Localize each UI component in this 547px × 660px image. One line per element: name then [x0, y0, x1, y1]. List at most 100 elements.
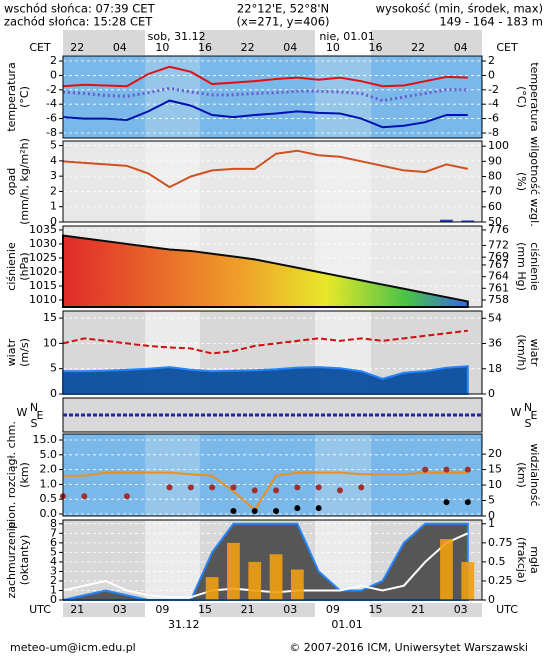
dot: [273, 487, 280, 494]
y-tick-label: 2: [50, 54, 57, 67]
day-label: sob, 31.12: [148, 30, 206, 43]
y2-axis-label: (°C): [515, 86, 528, 108]
y-axis-label: pion. rozciągł. chm.: [5, 421, 18, 529]
y2-axis-label: ciśnienie: [528, 242, 541, 291]
y-tick-label: 10: [43, 336, 57, 349]
y2-tick-label: 15: [488, 463, 502, 476]
daylight-band: [315, 603, 371, 617]
y-axis-label: (hPa): [18, 252, 31, 280]
y-tick-label: -4: [46, 97, 57, 110]
cet-tick-label: 10: [155, 41, 169, 54]
utc-tick-label: 15: [368, 603, 382, 616]
daylight-band: [315, 30, 371, 55]
y2-tick-label: 758: [488, 293, 509, 306]
y2-tick-label: 0.75: [488, 536, 513, 549]
y2-axis-label: (%): [515, 172, 528, 191]
y2-axis-label: (mm Hg): [515, 242, 528, 291]
compass: E: [531, 409, 538, 422]
utc-tick-label: 15: [198, 603, 212, 616]
area: [62, 522, 469, 601]
compass: E: [37, 409, 44, 422]
y2-axis-label: wilgotność wzgl.: [528, 136, 541, 226]
dot: [422, 466, 429, 473]
dot: [464, 466, 471, 473]
y2-tick-label: -8: [488, 126, 499, 139]
y-tick-label: 15: [43, 311, 57, 324]
y-tick-label: -2: [46, 83, 57, 96]
panel-frame: [62, 433, 483, 517]
cet-tick-label: 22: [70, 41, 84, 54]
utc-label: UTC: [29, 603, 51, 616]
panel-frame: [62, 519, 483, 601]
bar: [227, 542, 240, 600]
y-tick-label: 3: [50, 169, 57, 182]
bar: [461, 561, 475, 600]
utc-tick-label: 21: [411, 603, 425, 616]
dot: [464, 499, 471, 506]
utc-label: UTC: [496, 603, 518, 616]
day-label: 31.12: [168, 618, 200, 631]
utc-tick-label: 03: [113, 603, 127, 616]
y2-axis-label: (km/h): [515, 334, 528, 370]
y-tick-label: 5: [50, 362, 57, 375]
panel: [59, 519, 486, 601]
y-tick-label: 8: [50, 517, 57, 530]
y2-tick-label: 80: [488, 169, 502, 182]
panel-bg: [63, 141, 482, 222]
bar: [205, 577, 219, 600]
line: [62, 329, 468, 355]
daylight-band: [145, 56, 200, 138]
y-axis-label: (m/s): [18, 338, 31, 367]
y2-tick-label: 772: [488, 238, 509, 251]
y2-tick-label: 20: [488, 447, 502, 460]
panel-frame: [62, 225, 483, 308]
cet-tick-label: 04: [113, 41, 127, 54]
y2-tick-label: 776: [488, 223, 509, 236]
dot: [251, 487, 258, 494]
daylight-band: [145, 141, 200, 222]
y-tick-label: 7: [50, 526, 57, 539]
utc-tick-label: 03: [454, 603, 468, 616]
grid-point: (x=271, y=406): [236, 15, 329, 29]
y-axis-label: opad: [5, 168, 18, 195]
y-axis-label: (°C): [18, 86, 31, 108]
panel: [59, 225, 486, 308]
y-tick-label: 4: [50, 555, 57, 568]
panel: [59, 310, 486, 395]
cet-tick-label: 04: [454, 41, 468, 54]
utc-tick-label: 03: [283, 603, 297, 616]
y2-axis-label: widzialność: [528, 443, 541, 506]
bar: [440, 219, 453, 222]
y-axis-label: ciśnienie: [5, 242, 18, 291]
line: [62, 532, 469, 599]
y-tick-label: 0: [50, 215, 57, 228]
dot: [230, 484, 237, 491]
daylight-band: [315, 141, 371, 222]
y2-tick-label: 0: [488, 387, 495, 400]
y2-axis-label: (frakcja): [515, 537, 528, 583]
line: [62, 86, 468, 103]
bar: [440, 539, 453, 600]
y2-tick-label: -6: [488, 112, 499, 125]
line: [62, 65, 468, 88]
bar: [461, 220, 475, 222]
dot: [294, 484, 301, 491]
daylight-band: [145, 30, 200, 55]
dot: [166, 484, 173, 491]
y-axis-label: (km): [18, 462, 31, 488]
y-axis-label: (mm/h, kg/m²h): [18, 138, 31, 225]
compass: S: [525, 417, 532, 430]
dot: [443, 499, 450, 506]
utc-tick-label: 09: [155, 603, 169, 616]
y2-tick-label: 1: [488, 517, 495, 530]
utc-tick-label: 09: [326, 603, 340, 616]
compass: N: [30, 401, 38, 414]
y2-tick-label: -2: [488, 83, 499, 96]
y2-axis-label: (km): [515, 462, 528, 488]
dot: [336, 487, 343, 494]
y2-tick-label: 0: [488, 509, 495, 522]
time-band: [63, 30, 482, 55]
bar: [269, 554, 283, 600]
y-tick-label: 1.0: [40, 477, 58, 490]
y2-axis-label: mgła: [528, 546, 541, 574]
